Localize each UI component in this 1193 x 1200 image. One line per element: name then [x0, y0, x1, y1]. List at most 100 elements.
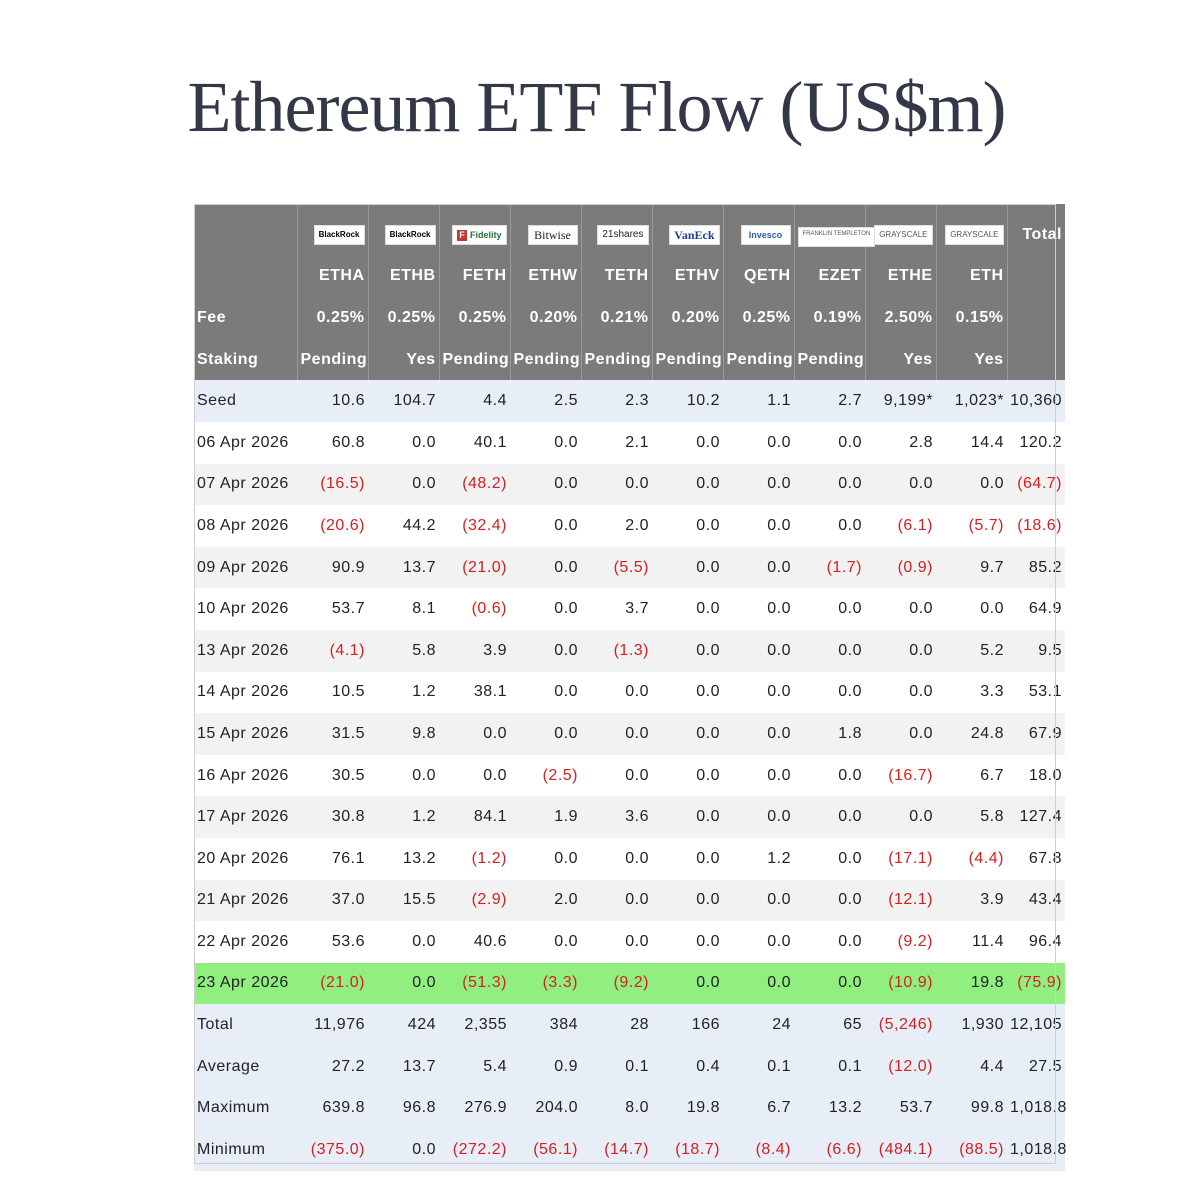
flow-value-cell: 0.0 [510, 629, 581, 672]
flow-value-cell: 2.0 [581, 505, 652, 547]
flow-value-cell: 0.0 [368, 1129, 439, 1171]
flow-value-cell: 1,930 [936, 1004, 1007, 1046]
flow-value-cell: 11,976 [297, 1004, 368, 1046]
flow-value-cell: 0.0 [794, 463, 865, 506]
flow-value-cell: 0.0 [794, 505, 865, 547]
flow-value-cell: (0.9) [865, 546, 936, 589]
row-total-cell: 67.9 [1007, 713, 1065, 755]
row-total-cell: 127.4 [1007, 796, 1065, 838]
ticker-label-cell [194, 255, 297, 298]
table-row: 08 Apr 2026 (20.6) 44.2 (32.4) 0.0 2.0 0.0 0.0 0… [194, 505, 1065, 547]
row-label: 07 Apr 2026 [194, 463, 297, 506]
flow-value-cell: 31.5 [297, 713, 368, 755]
row-label: Average [194, 1045, 297, 1088]
flow-value-cell: 40.6 [439, 921, 510, 963]
row-total-cell: 85.2 [1007, 546, 1065, 589]
flow-value-cell: 0.0 [652, 421, 723, 464]
flow-value-cell: 0.0 [510, 421, 581, 464]
flow-value-cell: 0.0 [865, 713, 936, 755]
flow-value-cell: 0.0 [865, 671, 936, 714]
flow-value-cell: (4.4) [936, 837, 1007, 880]
flow-value-cell: 0.0 [652, 837, 723, 880]
flow-value-cell: 19.8 [936, 962, 1007, 1005]
flow-value-cell: 0.0 [439, 713, 510, 755]
fee-cell: 0.25% [367, 297, 439, 339]
flow-value-cell: 0.0 [368, 962, 439, 1005]
flow-value-cell: 0.0 [723, 921, 794, 963]
flow-value-cell: 5.8 [936, 796, 1007, 838]
issuer-logo-cell: BlackRock [367, 204, 439, 256]
grayscale-logo: GRAYSCALE [945, 225, 1004, 246]
issuer-logo-cell: Bitwise [509, 204, 581, 256]
flow-value-cell: 2.3 [581, 380, 652, 422]
flow-value-cell: 0.0 [510, 546, 581, 589]
flow-value-cell: 0.0 [652, 629, 723, 672]
flow-value-cell: 13.7 [368, 1045, 439, 1088]
flow-value-cell: 9.8 [368, 713, 439, 755]
row-total-cell: 43.4 [1007, 879, 1065, 922]
flow-value-cell: 0.0 [865, 588, 936, 630]
flow-value-cell: 0.0 [652, 879, 723, 922]
bitwise-logo: Bitwise [527, 224, 578, 245]
flow-value-cell: (2.9) [439, 879, 510, 922]
flow-value-cell: 4.4 [936, 1045, 1007, 1088]
flow-value-cell: (16.7) [865, 754, 936, 797]
flow-value-cell: 104.7 [368, 380, 439, 422]
fee-cell: 0.25% [722, 297, 794, 339]
flow-value-cell: (1.2) [439, 837, 510, 880]
flow-value-cell: 0.0 [581, 671, 652, 714]
flow-value-cell: 0.1 [581, 1045, 652, 1088]
flow-value-cell: 0.0 [794, 837, 865, 880]
header-fee-row: Fee 0.25% 0.25% 0.25% 0.20% 0.21% 0.20% … [194, 297, 1065, 339]
issuer-logo-cell: FRANKLIN TEMPLETON [793, 204, 876, 256]
flow-value-cell: 0.0 [723, 629, 794, 672]
flow-value-cell: 1.1 [723, 380, 794, 422]
fidelity-logo-text: Fidelity [469, 229, 502, 240]
flow-value-cell: 9.7 [936, 546, 1007, 589]
total-column-header: Total [1006, 204, 1065, 256]
flow-value-cell: 65 [794, 1004, 865, 1046]
ticker-total-cell [1006, 255, 1065, 298]
row-total-cell: 96.4 [1007, 921, 1065, 963]
table-row: 07 Apr 2026 (16.5) 0.0 (48.2) 0.0 0.0 0.0 0.0 0.… [194, 463, 1065, 506]
flow-value-cell: 0.0 [510, 837, 581, 880]
flow-value-cell: (5,246) [865, 1004, 936, 1046]
franklin-templeton-logo: FRANKLIN TEMPLETON [797, 227, 876, 248]
row-total-cell: 67.8 [1007, 837, 1065, 880]
flow-value-cell: 204.0 [510, 1087, 581, 1130]
etf-flow-table-container: BlackRock BlackRock F Fidelity Bitwise 21… [194, 204, 1066, 1171]
row-label: 20 Apr 2026 [194, 837, 297, 880]
flow-value-cell: 38.1 [439, 671, 510, 714]
flow-value-cell: (17.1) [865, 837, 936, 880]
flow-value-cell: 30.5 [297, 754, 368, 797]
issuer-logo-cell: GRAYSCALE [864, 204, 936, 256]
flow-value-cell: 0.0 [510, 505, 581, 547]
flow-value-cell: 0.0 [368, 754, 439, 797]
row-label: 13 Apr 2026 [194, 629, 297, 672]
table-row: 17 Apr 2026 30.8 1.2 84.1 1.9 3.6 0.0 0.0 0.0 0.0… [194, 796, 1065, 838]
ticker-cell: ETHA [296, 255, 368, 298]
row-label: 09 Apr 2026 [194, 546, 297, 589]
row-total-cell: 27.5 [1007, 1045, 1065, 1088]
flow-value-cell: (4.1) [297, 629, 368, 672]
flow-value-cell: 40.1 [439, 421, 510, 464]
flow-value-cell: 3.9 [439, 629, 510, 672]
flow-value-cell: (18.7) [652, 1129, 723, 1171]
flow-value-cell: 6.7 [936, 754, 1007, 797]
flow-value-cell: 1.9 [510, 796, 581, 838]
issuer-logo-cell: VanEck [651, 204, 723, 256]
flow-value-cell: 0.0 [865, 796, 936, 838]
flow-value-cell: (10.9) [865, 962, 936, 1005]
flow-value-cell: (88.5) [936, 1129, 1007, 1171]
flow-value-cell: 0.4 [652, 1045, 723, 1088]
flow-value-cell: 44.2 [368, 505, 439, 547]
fee-cell: 0.25% [296, 297, 368, 339]
flow-value-cell: 5.2 [936, 629, 1007, 672]
staking-cell: Pending [793, 338, 865, 381]
flow-value-cell: 0.0 [368, 921, 439, 963]
row-label: 17 Apr 2026 [194, 796, 297, 838]
flow-value-cell: 639.8 [297, 1087, 368, 1130]
flow-value-cell: (48.2) [439, 463, 510, 506]
page-title: Ethereum ETF Flow (US$m) [187, 67, 1007, 147]
staking-cell: Pending [438, 338, 510, 381]
